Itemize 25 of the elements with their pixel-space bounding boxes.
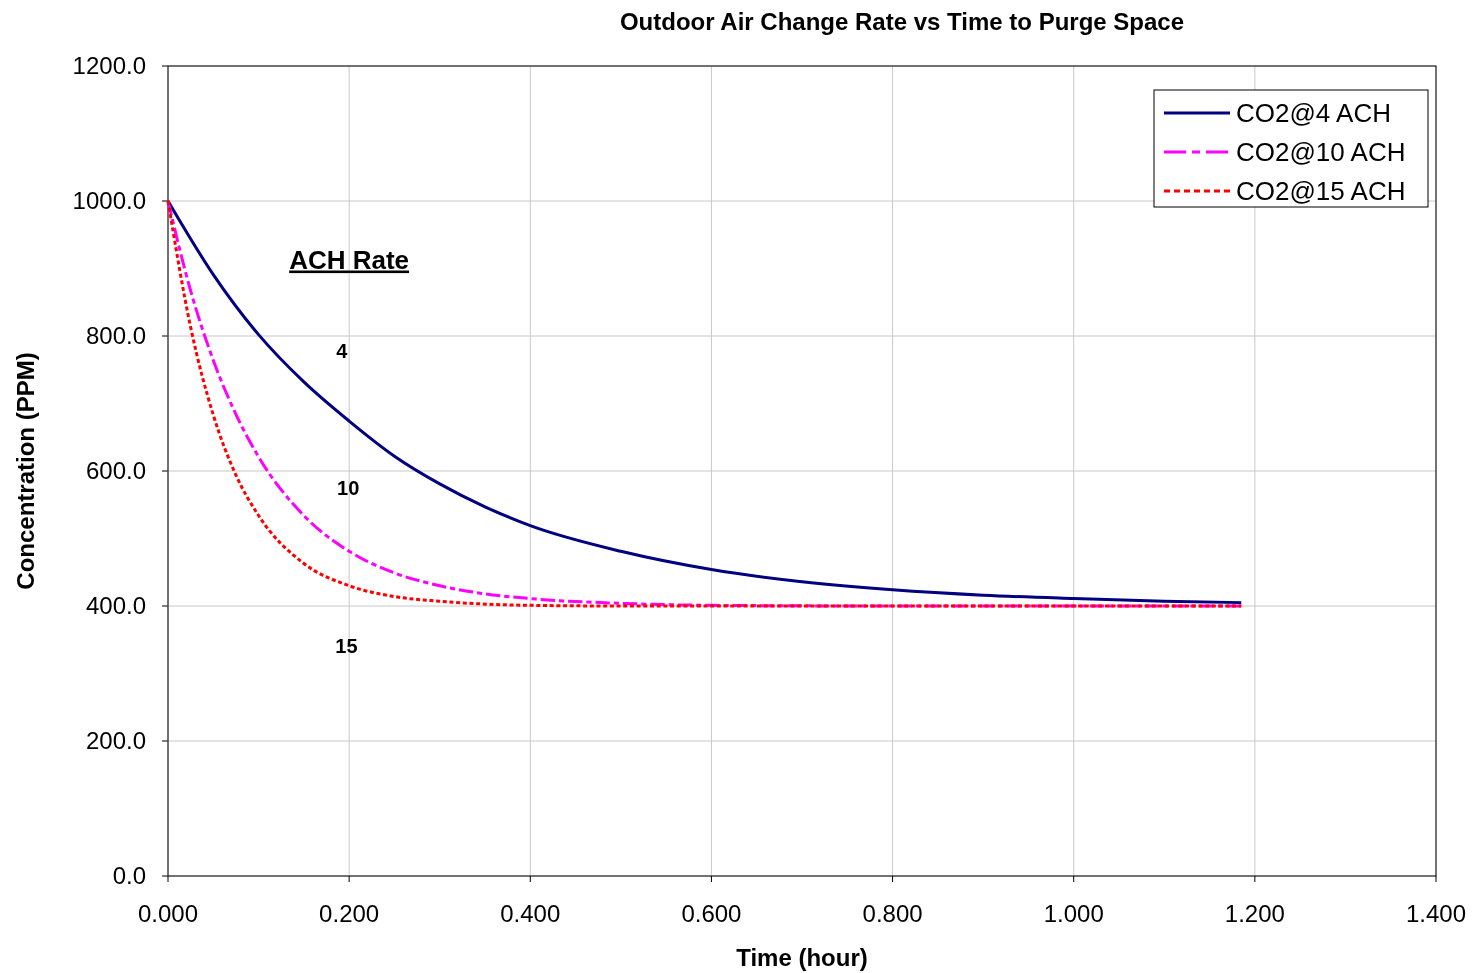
x-tick-label: 1.200 [1224, 900, 1285, 927]
x-tick-label: 1.000 [1043, 900, 1104, 927]
y-tick-label: 800.0 [85, 322, 146, 349]
x-tick-label: 0.200 [319, 900, 380, 927]
annotation: 10 [337, 477, 360, 500]
annotation: 4 [336, 340, 349, 363]
x-tick-label: 0.600 [681, 900, 742, 927]
x-tick-label: 0.800 [862, 900, 923, 927]
y-tick-label: 1200.0 [72, 52, 146, 79]
x-axis-title: Time (hour) [736, 944, 868, 971]
legend-label: CO2@15 ACH [1236, 176, 1406, 206]
y-tick-label: 200.0 [85, 727, 146, 754]
x-tick-label: 1.400 [1405, 900, 1467, 927]
chart-title: Outdoor Air Change Rate vs Time to Purge Space [619, 8, 1185, 35]
y-tick-label: 1000.0 [72, 187, 146, 214]
y-tick-label: 600.0 [85, 457, 146, 484]
y-tick-label: 0.0 [112, 862, 146, 889]
y-tick-label: 400.0 [85, 592, 146, 619]
x-tick-label: 0.400 [500, 900, 561, 927]
annotation: ACH Rate [289, 244, 410, 275]
y-axis-title: Concentration (PPM) [12, 352, 39, 590]
x-tick-label: 0.000 [137, 900, 199, 927]
legend-label: CO2@10 ACH [1236, 137, 1406, 167]
legend-label: CO2@4 ACH [1236, 98, 1391, 128]
annotation: 15 [335, 635, 358, 658]
